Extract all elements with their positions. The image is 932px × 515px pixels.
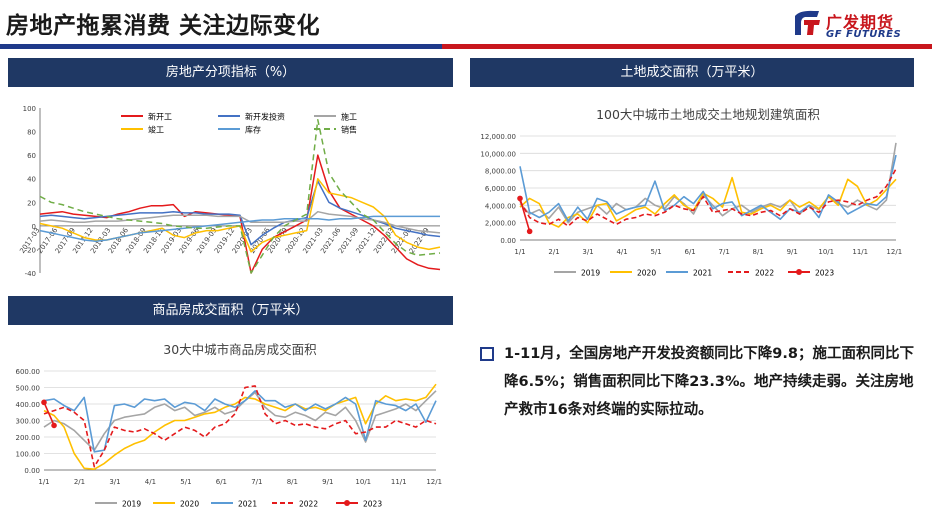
x-tick-label: 2/1: [74, 478, 85, 486]
x-tick-label: 4/1: [145, 478, 156, 486]
panel3-header: 商品房成交面积（万平米）: [8, 296, 453, 325]
y-tick-label: 100.00: [16, 451, 41, 459]
y-tick-label: 600.00: [16, 368, 41, 376]
y-tick-label: 100: [23, 105, 36, 113]
series-line-2023: [519, 198, 531, 232]
x-tick-label: 3/1: [109, 478, 120, 486]
series-line-库存: [39, 215, 440, 242]
legend-label-2023: 2023: [363, 500, 382, 509]
chart-title: 30大中城市商品房成交面积: [163, 342, 316, 357]
panel2-header: 土地成交面积（万平米）: [470, 58, 914, 87]
y-tick-label: -20: [25, 246, 36, 254]
chart-title: 100大中城市土地成交土地规划建筑面积: [596, 107, 820, 122]
legend-label-库存: 库存: [245, 125, 261, 135]
series-line-2021: [43, 389, 437, 453]
y-tick-label: 20: [27, 199, 36, 207]
y-tick-label: 0: [32, 223, 36, 231]
gf-futures-logo: 广发期货 GF FUTURES: [792, 8, 927, 44]
series-line-2022: [519, 168, 897, 227]
legend-label-销售: 销售: [341, 125, 357, 135]
x-tick-label: 7/1: [719, 248, 730, 256]
y-tick-label: 200.00: [16, 434, 41, 442]
y-tick-label: 400.00: [16, 401, 41, 409]
bullet-text: 1-11月，全国房地产开发投资额同比下降9.8；施工面积同比下降6.5%；销售面…: [504, 346, 914, 418]
title-rule-red: [442, 44, 932, 49]
x-tick-label: 8/1: [287, 478, 298, 486]
y-tick-label: 80: [27, 129, 36, 137]
y-tick-label: 10,000.00: [480, 150, 516, 158]
x-tick-label: 5/1: [180, 478, 191, 486]
legend-label-2023: 2023: [815, 269, 834, 278]
series-line-2019: [519, 142, 897, 224]
legend-label-施工: 施工: [341, 112, 357, 122]
x-tick-label: 6/1: [685, 248, 696, 256]
legend-label-2022: 2022: [755, 269, 774, 278]
legend-label-2019: 2019: [581, 269, 600, 278]
legend-label-2021: 2021: [238, 500, 257, 509]
x-tick-label: 8/1: [753, 248, 764, 256]
legend-label-新开发投资: 新开发投资: [245, 112, 285, 122]
y-tick-label: 60: [27, 152, 36, 160]
series-line-2023: [43, 401, 55, 426]
x-tick-label: 9/1: [322, 478, 333, 486]
chart-land-transaction: 100大中城市土地成交土地规划建筑面积 0.00 2,000.00 4,000.00 6…: [480, 107, 902, 278]
y-tick-label: 6,000.00: [485, 185, 516, 193]
legend-label-2021: 2021: [693, 269, 712, 278]
x-tick-label: 9/1: [787, 248, 798, 256]
x-tick-label: 10/1: [355, 478, 371, 486]
x-tick-label: 6/1: [216, 478, 227, 486]
series-marker-2023: [526, 228, 533, 235]
legend-label-竣工: 竣工: [148, 125, 164, 135]
bullet-point: 1-11月，全国房地产开发投资额同比下降9.8；施工面积同比下降6.5%；销售面…: [480, 340, 920, 424]
x-tick-label: 1/1: [38, 478, 49, 486]
series-line-2020: [519, 176, 897, 228]
legend-label-2019: 2019: [122, 500, 141, 509]
y-tick-label: 8,000.00: [485, 168, 516, 176]
x-tick-label: 12/1: [886, 248, 902, 256]
legend-label-2020: 2020: [180, 500, 199, 509]
y-tick-label: 2,000.00: [485, 220, 516, 228]
y-tick-label: 4,000.00: [485, 202, 516, 210]
legend-label-2020: 2020: [637, 269, 656, 278]
series-line-2021: [519, 154, 897, 222]
x-tick-label: 1/1: [514, 248, 525, 256]
x-tick-label: 12/1: [426, 478, 442, 486]
legend-label-2022: 2022: [299, 500, 318, 509]
x-tick-label: 4/1: [616, 248, 627, 256]
x-tick-label: 2/1: [548, 248, 559, 256]
logo-en-text: GF FUTURES: [826, 29, 902, 40]
series-line-销售: [39, 119, 441, 274]
legend-label-新开工: 新开工: [148, 112, 172, 122]
x-tick-label: 5/1: [650, 248, 661, 256]
y-tick-label: -40: [25, 270, 36, 278]
x-tick-label: 11/1: [391, 478, 407, 486]
series-marker-2023: [41, 399, 47, 406]
chart-real-estate-indicators: -40-200204060801002017-032017-062017-092…: [18, 105, 441, 278]
x-tick-label: 11/1: [852, 248, 868, 256]
bullet-square-icon: [480, 347, 494, 361]
y-tick-label: 500.00: [16, 385, 41, 393]
x-tick-label: 10/1: [818, 248, 834, 256]
page-title: 房地产拖累消费 关注边际变化: [6, 13, 321, 39]
x-tick-label: 7/1: [251, 478, 262, 486]
gf-logo-icon: [795, 10, 820, 35]
title-rule-blue: [0, 44, 442, 49]
logo-cn-text: 广发期货: [826, 13, 895, 32]
chart-housing-transaction: 30大中城市商品房成交面积 0.00 100.00 200.00 300.00 400.0…: [16, 342, 443, 509]
y-tick-label: 0.00: [500, 237, 516, 245]
series-line-2022: [43, 385, 437, 468]
series-line-新开工: [39, 154, 441, 274]
y-tick-label: 12,000.00: [480, 133, 516, 141]
x-tick-label: 3/1: [582, 248, 593, 256]
y-tick-label: 0.00: [24, 467, 40, 475]
series-marker-2023: [51, 422, 57, 429]
legend-marker-2023: [344, 500, 350, 506]
y-tick-label: 300.00: [16, 418, 41, 426]
y-tick-label: 40: [27, 176, 36, 184]
series-marker-2023: [517, 195, 523, 202]
panel1-header: 房地产分项指标（%）: [8, 58, 453, 87]
legend-marker-2023: [796, 269, 802, 275]
